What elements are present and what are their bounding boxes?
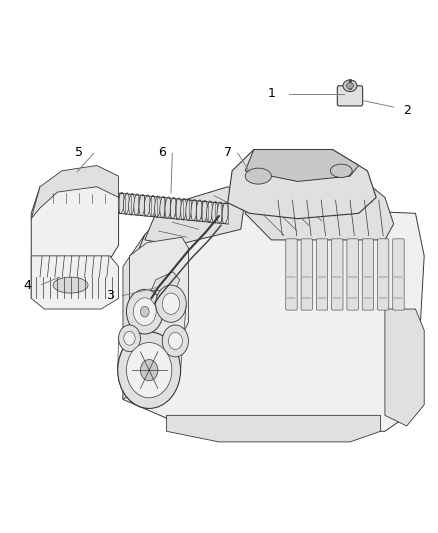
Ellipse shape: [217, 202, 223, 223]
Ellipse shape: [118, 192, 124, 214]
FancyBboxPatch shape: [378, 239, 389, 310]
Circle shape: [162, 325, 188, 357]
Ellipse shape: [330, 164, 352, 177]
Circle shape: [141, 306, 149, 317]
Ellipse shape: [165, 197, 171, 218]
Polygon shape: [228, 150, 376, 219]
Ellipse shape: [186, 199, 192, 220]
Polygon shape: [31, 165, 119, 219]
Polygon shape: [123, 235, 145, 399]
Text: 7: 7: [224, 146, 232, 159]
Ellipse shape: [207, 201, 212, 222]
FancyBboxPatch shape: [347, 239, 358, 310]
FancyBboxPatch shape: [332, 239, 343, 310]
Circle shape: [119, 325, 141, 352]
Circle shape: [168, 333, 182, 350]
Circle shape: [118, 332, 180, 408]
Circle shape: [134, 298, 156, 326]
Circle shape: [155, 285, 186, 322]
Circle shape: [162, 293, 180, 314]
Ellipse shape: [222, 203, 228, 224]
FancyBboxPatch shape: [362, 239, 374, 310]
FancyBboxPatch shape: [301, 239, 312, 310]
Circle shape: [141, 360, 158, 381]
Ellipse shape: [170, 197, 176, 219]
Polygon shape: [31, 171, 119, 298]
Ellipse shape: [212, 201, 218, 223]
Polygon shape: [245, 150, 359, 181]
Ellipse shape: [134, 194, 140, 215]
Text: 4: 4: [23, 279, 31, 292]
Polygon shape: [123, 203, 424, 431]
Polygon shape: [151, 272, 180, 290]
Ellipse shape: [149, 196, 155, 216]
Ellipse shape: [124, 193, 129, 214]
Ellipse shape: [129, 193, 134, 215]
Polygon shape: [166, 415, 381, 442]
Text: 5: 5: [75, 146, 83, 159]
Polygon shape: [245, 176, 394, 240]
Text: 2: 2: [403, 104, 411, 117]
Ellipse shape: [155, 196, 160, 217]
Ellipse shape: [53, 277, 88, 293]
Ellipse shape: [180, 198, 187, 220]
Ellipse shape: [245, 168, 272, 184]
Ellipse shape: [191, 199, 197, 221]
Text: 1: 1: [268, 87, 276, 100]
Polygon shape: [385, 309, 424, 426]
FancyBboxPatch shape: [286, 239, 297, 310]
Text: 6: 6: [158, 146, 166, 159]
Ellipse shape: [346, 83, 353, 89]
Ellipse shape: [175, 198, 181, 219]
Circle shape: [127, 289, 163, 334]
Polygon shape: [130, 237, 188, 341]
Ellipse shape: [144, 195, 150, 216]
Ellipse shape: [139, 195, 145, 215]
Ellipse shape: [201, 200, 207, 222]
Polygon shape: [145, 187, 245, 245]
Circle shape: [124, 332, 135, 345]
FancyBboxPatch shape: [316, 239, 328, 310]
Ellipse shape: [196, 200, 202, 221]
FancyBboxPatch shape: [337, 86, 363, 106]
Polygon shape: [31, 256, 119, 309]
Ellipse shape: [343, 80, 357, 92]
FancyBboxPatch shape: [393, 239, 404, 310]
Ellipse shape: [160, 196, 166, 217]
Circle shape: [127, 343, 172, 398]
Text: 3: 3: [106, 289, 114, 302]
